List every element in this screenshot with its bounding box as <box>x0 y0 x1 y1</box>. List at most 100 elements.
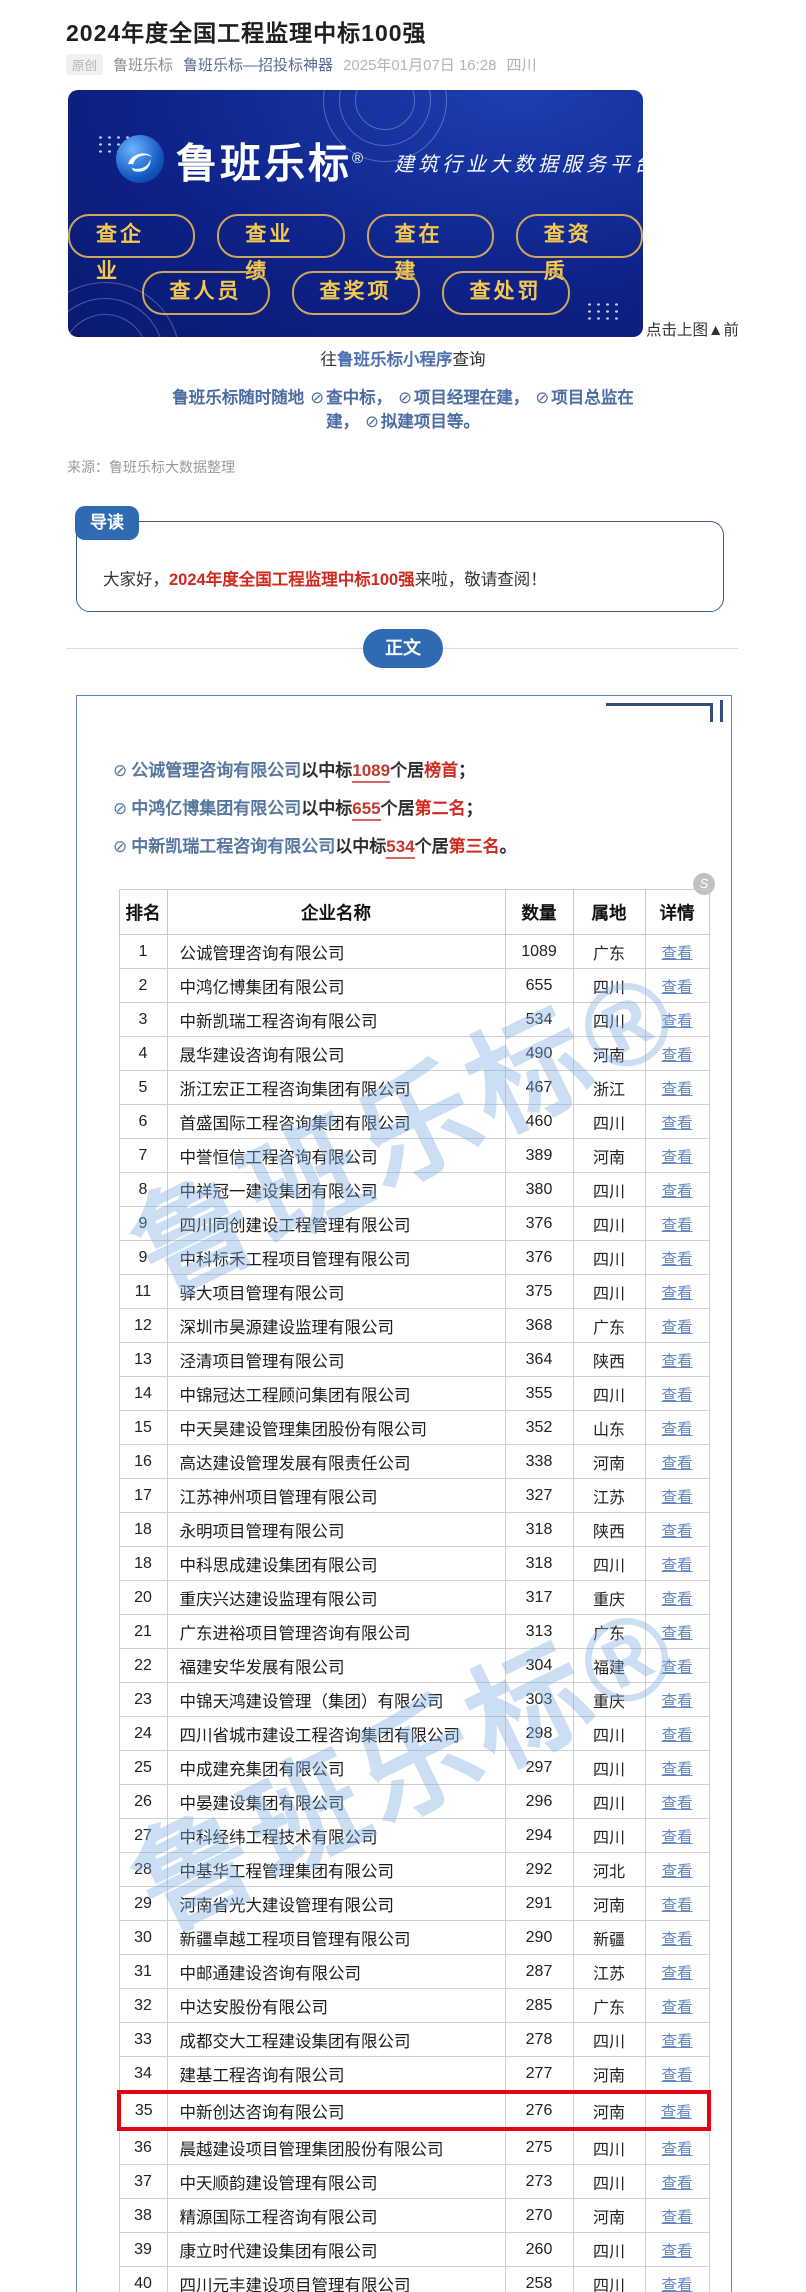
page-title: 2024年度全国工程监理中标100强 <box>66 20 427 46</box>
view-detail-link[interactable]: 查看 <box>661 1692 693 1710</box>
cell-rank: 15 <box>118 1410 168 1445</box>
table-row: 36 晨越建设项目管理集团股份有限公司 275 四川 查看 <box>118 2128 710 2165</box>
table-row: 39 康立时代建设集团有限公司 260 四川 查看 <box>118 2232 710 2267</box>
cell-count: 376 <box>504 1206 574 1241</box>
promo-text: 鲁班乐标随时随地 ⊘ 查中标， ⊘ 项目经理在建， ⊘ 项目总监在建， ⊘ 拟建项目等。 <box>168 386 638 434</box>
cell-company: 四川元丰建设项目管理有限公司 <box>166 2266 506 2292</box>
cell-company: 成都交大工程建设集团有限公司 <box>166 2022 506 2057</box>
ranking-table: 排名 企业名称 数量 属地 详情 1 公诚管理咨询有限公司 1089 广东 查看 2 中… <box>117 889 711 2292</box>
cell-rank: 32 <box>118 1988 168 2023</box>
author-name: 鲁班乐标 <box>113 57 174 74</box>
view-detail-link[interactable]: 查看 <box>661 2066 693 2084</box>
view-detail-link[interactable]: 查看 <box>661 2208 693 2226</box>
miniprogram-link[interactable]: 鲁班乐标小程序 <box>337 351 453 369</box>
table-row: 30 新疆卓越工程项目管理有限公司 290 新疆 查看 <box>118 1920 710 1955</box>
view-detail-link[interactable]: 查看 <box>661 1318 693 1336</box>
bullet-company: 公诚管理咨询有限公司 <box>131 761 302 780</box>
intro-box: 导读 大家好，2024年度全国工程监理中标100强来啦，敬请查阅！ <box>75 506 724 612</box>
banner-button[interactable]: 查业绩 <box>217 214 345 283</box>
bullet-rank-label: 榜首 <box>424 761 459 780</box>
cell-company: 中新凯瑞工程咨询有限公司 <box>166 1002 506 1037</box>
banner-image[interactable]: 鲁班乐标® 建筑行业大数据服务平台 查企业 查业绩 查在建 查资质 查人员 查奖项 查处罚 <box>68 90 643 337</box>
view-detail-link[interactable]: 查看 <box>661 2174 693 2192</box>
view-detail-link[interactable]: 查看 <box>661 1930 693 1948</box>
banner-button[interactable]: 查企业 <box>68 214 196 283</box>
intro-highlight: 2024年度全国工程监理中标100强 <box>169 571 415 589</box>
table-row: 6 首盛国际工程咨询集团有限公司 460 四川 查看 <box>118 1104 710 1139</box>
table-row: 40 四川元丰建设项目管理有限公司 258 四川 查看 <box>118 2266 710 2292</box>
table-row: 14 中锦冠达工程顾问集团有限公司 355 四川 查看 <box>118 1376 710 1411</box>
table-row: 31 中邮通建设咨询有限公司 287 江苏 查看 <box>118 1954 710 1989</box>
cell-region: 山东 <box>572 1410 646 1445</box>
view-detail-link[interactable]: 查看 <box>661 1352 693 1370</box>
view-detail-link[interactable]: 查看 <box>661 1760 693 1778</box>
view-detail-link[interactable]: 查看 <box>661 1862 693 1880</box>
table-row: 27 中科经纬工程技术有限公司 294 四川 查看 <box>118 1818 710 1853</box>
view-detail-link[interactable]: 查看 <box>661 1658 693 1676</box>
banner-button[interactable]: 查人员 <box>141 271 270 315</box>
view-detail-link[interactable]: 查看 <box>661 944 693 962</box>
view-detail-link[interactable]: 查看 <box>660 2103 692 2121</box>
view-detail-link[interactable]: 查看 <box>661 978 693 996</box>
column-header: 数量 <box>504 889 574 935</box>
banner-button[interactable]: 查奖项 <box>291 271 420 315</box>
view-detail-link[interactable]: 查看 <box>661 1828 693 1846</box>
banner-button[interactable]: 查处罚 <box>441 271 570 315</box>
view-detail-link[interactable]: 查看 <box>661 1998 693 2016</box>
table-row: 12 深圳市昊源建设监理有限公司 368 广东 查看 <box>118 1308 710 1343</box>
view-detail-link[interactable]: 查看 <box>661 1250 693 1268</box>
view-detail-link[interactable]: 查看 <box>661 1012 693 1030</box>
table-row: 4 晟华建设咨询有限公司 490 河南 查看 <box>118 1036 710 1071</box>
cell-count: 364 <box>504 1342 574 1377</box>
view-detail-link[interactable]: 查看 <box>661 1080 693 1098</box>
banner-button[interactable]: 查资质 <box>515 214 643 283</box>
view-detail-link[interactable]: 查看 <box>661 1284 693 1302</box>
cell-company: 中誉恒信工程咨询有限公司 <box>166 1138 506 1173</box>
view-detail-link[interactable]: 查看 <box>661 2032 693 2050</box>
view-detail-link[interactable]: 查看 <box>661 1488 693 1506</box>
cell-rank: 14 <box>118 1376 168 1411</box>
view-detail-link[interactable]: 查看 <box>661 1556 693 1574</box>
cell-region: 四川 <box>572 1750 646 1785</box>
cell-rank: 21 <box>118 1614 168 1649</box>
body-badge: 正文 <box>363 629 443 668</box>
view-detail-link[interactable]: 查看 <box>661 2242 693 2260</box>
cell-company: 中天顺韵建设管理有限公司 <box>166 2164 506 2199</box>
cell-company: 中新创达咨询有限公司 <box>166 2090 506 2131</box>
cell-company: 新疆卓越工程项目管理有限公司 <box>166 1920 506 1955</box>
view-detail-link[interactable]: 查看 <box>661 2276 693 2292</box>
view-detail-link[interactable]: 查看 <box>661 1522 693 1540</box>
view-detail-link[interactable]: 查看 <box>661 1624 693 1642</box>
cell-company: 高达建设管理发展有限责任公司 <box>166 1444 506 1479</box>
cell-region: 广东 <box>572 1614 646 1649</box>
view-detail-link[interactable]: 查看 <box>661 1964 693 1982</box>
view-detail-link[interactable]: 查看 <box>661 1148 693 1166</box>
view-detail-link[interactable]: 查看 <box>661 1590 693 1608</box>
view-detail-link[interactable]: 查看 <box>661 1420 693 1438</box>
view-detail-link[interactable]: 查看 <box>661 1182 693 1200</box>
banner-button[interactable]: 查在建 <box>366 214 494 283</box>
account-link[interactable]: 鲁班乐标—招投标神器 <box>183 57 334 74</box>
cell-company: 广东进裕项目管理咨询有限公司 <box>166 1614 506 1649</box>
table-row: 1 公诚管理咨询有限公司 1089 广东 查看 <box>118 934 710 969</box>
cell-rank: 3 <box>118 1002 168 1037</box>
view-detail-link[interactable]: 查看 <box>661 2140 693 2158</box>
view-detail-link[interactable]: 查看 <box>661 1794 693 1812</box>
cell-company: 中邮通建设咨询有限公司 <box>166 1954 506 1989</box>
cell-rank: 28 <box>118 1852 168 1887</box>
table-row: 25 中成建充集团有限公司 297 四川 查看 <box>118 1750 710 1785</box>
view-detail-link[interactable]: 查看 <box>661 1046 693 1064</box>
cell-region: 福建 <box>572 1648 646 1683</box>
cell-region: 江苏 <box>572 1478 646 1513</box>
view-detail-link[interactable]: 查看 <box>661 1454 693 1472</box>
cell-rank: 33 <box>118 2022 168 2057</box>
view-detail-link[interactable]: 查看 <box>661 1726 693 1744</box>
view-detail-link[interactable]: 查看 <box>661 1896 693 1914</box>
table-row: 32 中达安股份有限公司 285 广东 查看 <box>118 1988 710 2023</box>
view-detail-link[interactable]: 查看 <box>661 1216 693 1234</box>
view-detail-link[interactable]: 查看 <box>661 1386 693 1404</box>
view-detail-link[interactable]: 查看 <box>661 1114 693 1132</box>
cell-count: 368 <box>504 1308 574 1343</box>
table-row: 9 中科标禾工程项目管理有限公司 376 四川 查看 <box>118 1240 710 1275</box>
